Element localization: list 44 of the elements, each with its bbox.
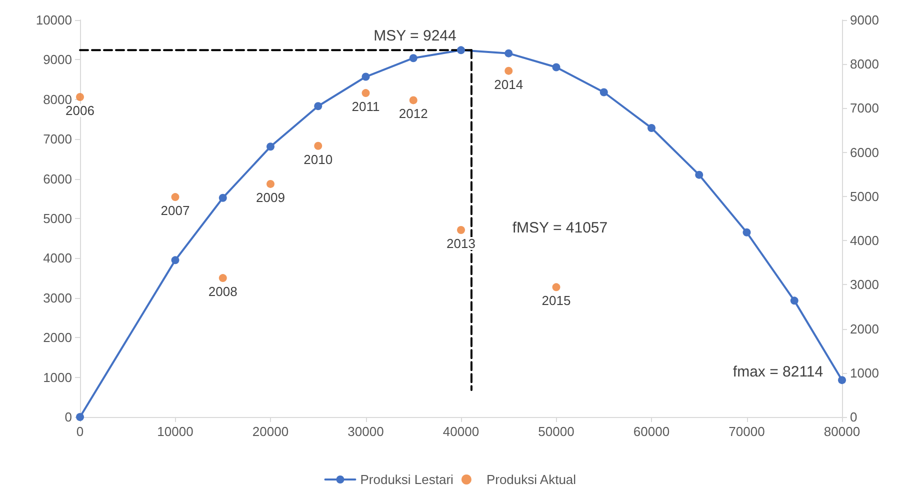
y2-tick-label: 7000 [850, 100, 879, 116]
y2-tick-label: 9000 [850, 12, 879, 28]
x-tick-label: 60000 [633, 424, 670, 439]
legend-label: Produksi Lestari [360, 472, 454, 487]
y2-tick-label: 2000 [850, 321, 879, 336]
y2-tick-label: 3000 [850, 277, 879, 292]
annotation: 2015 [542, 293, 571, 308]
y-tick-label: 5000 [43, 211, 72, 226]
y-tick-label: 9000 [43, 52, 72, 68]
annotation: 2009 [256, 190, 285, 205]
y2-tick-label: 5000 [850, 188, 879, 204]
annotation: 2010 [304, 152, 333, 167]
y-tick-label: 1000 [43, 370, 72, 385]
annotation: fmax = 82114 [732, 364, 824, 380]
x-tick-label: 70000 [728, 424, 765, 439]
annotation: MSY = 9244 [374, 28, 456, 44]
y-tick-label: 3000 [43, 290, 72, 306]
annotation: 2006 [66, 103, 94, 118]
x-tick-label: 30000 [348, 424, 384, 439]
y2-tick-label: 6000 [850, 144, 879, 160]
y2-tick-label: 1000 [850, 365, 879, 380]
y-tick-label: 7000 [43, 132, 72, 147]
y2-tick-label: 4000 [850, 233, 879, 248]
annotation: 2012 [398, 106, 428, 122]
y2-tick-label: 8000 [850, 56, 879, 72]
x-tick-label: 50000 [538, 424, 574, 439]
annotation: 2008 [208, 284, 238, 300]
y-tick-label: 2000 [43, 330, 72, 346]
annotation: fMSY = 41057 [512, 220, 608, 236]
x-tick-label: 0 [76, 424, 84, 439]
y2-tick-label: 0 [850, 410, 858, 424]
annotation: 2011 [352, 99, 380, 114]
y-tick-label: 6000 [43, 171, 72, 186]
y-tick-label: 0 [64, 410, 72, 424]
annotation: 2007 [160, 203, 190, 218]
legend-label: Produksi Aktual [486, 472, 576, 487]
y-tick-label: 10000 [36, 12, 72, 28]
x-tick-label: 40000 [442, 424, 480, 439]
annotation: 2014 [494, 76, 524, 92]
x-tick-label: 10000 [157, 424, 194, 439]
y-tick-label: 4000 [43, 250, 72, 266]
annotation: 2013 [446, 236, 476, 252]
x-tick-label: 80000 [824, 424, 860, 439]
x-tick-label: 20000 [252, 424, 289, 439]
